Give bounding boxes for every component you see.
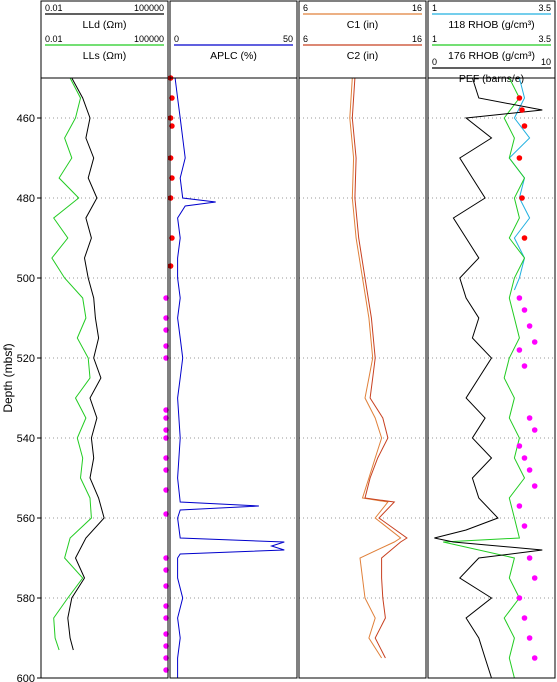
sample-marker <box>167 263 174 269</box>
sample-marker <box>516 347 523 353</box>
header-curve-name: 118 RHOB (g/cm³) <box>448 19 534 31</box>
curve-lls <box>51 77 92 651</box>
sample-marker <box>516 595 523 601</box>
sample-marker <box>531 655 538 661</box>
header-scale-max: 50 <box>283 34 293 44</box>
header-curve-name: 176 RHOB (g/cm³) <box>448 50 535 62</box>
header-scale-max: 3.5 <box>538 34 551 44</box>
header-scale-max: 100000 <box>134 3 164 13</box>
depth-tick-label: 580 <box>17 593 35 605</box>
sample-marker <box>167 155 174 161</box>
sample-marker <box>526 323 533 329</box>
sample-marker <box>521 615 528 621</box>
header-curve-name: C1 (in) <box>347 19 379 31</box>
track-frame <box>427 77 556 679</box>
header-box <box>169 0 298 79</box>
depth-tick-label: 540 <box>17 433 35 445</box>
header-scale-min: 0.01 <box>45 3 63 13</box>
sample-marker <box>531 575 538 581</box>
header-scale-max: 10 <box>541 57 551 67</box>
header-scale-min: 0.01 <box>45 34 63 44</box>
sample-marker <box>526 635 533 641</box>
curve-c1 <box>349 77 402 659</box>
sample-marker <box>516 503 523 509</box>
header-scale-min: 6 <box>303 34 308 44</box>
depth-axis: Depth (mbsf) 460 480 500 520 540 560 580 600 <box>1 113 41 682</box>
depth-tick-label: 600 <box>17 673 35 682</box>
sample-marker <box>516 95 523 101</box>
sample-marker <box>167 115 174 121</box>
header-scale-max: 100000 <box>134 34 164 44</box>
depth-tick-label: 560 <box>17 513 35 525</box>
track-frame <box>40 77 169 679</box>
track-frame <box>169 77 298 679</box>
sample-marker <box>516 295 523 301</box>
header-scale-min: 6 <box>303 3 308 13</box>
sample-marker <box>521 123 528 129</box>
header-scale-max: 16 <box>412 34 422 44</box>
depth-tick-label: 520 <box>17 353 35 365</box>
curve-118 <box>508 77 531 291</box>
header-scale-max: 3.5 <box>538 3 551 13</box>
header-curve-name: LLd (Ωm) <box>82 19 126 31</box>
header-scale-min: 1 <box>432 3 437 13</box>
sample-marker <box>526 415 533 421</box>
sample-marker <box>519 195 525 201</box>
sample-marker <box>167 195 174 201</box>
sample-marker <box>526 555 533 561</box>
sample-marker <box>521 235 528 241</box>
track-headers: 0.01 100000 LLd (Ωm) 0.01 100000 LLs (Ωm) 0 50 A… <box>45 3 551 85</box>
header-scale-max: 16 <box>412 3 422 13</box>
curve-aplc <box>174 77 285 678</box>
sample-marker <box>531 483 538 489</box>
header-scale-min: 0 <box>432 57 437 67</box>
header-box <box>298 0 427 79</box>
sample-marker <box>516 155 523 161</box>
depth-tick-label: 460 <box>17 113 35 125</box>
log-curves <box>51 77 543 679</box>
header-scale-min: 1 <box>432 34 437 44</box>
header-curve-name: APLC (%) <box>210 50 257 62</box>
sample-marker <box>526 467 533 473</box>
sample-marker <box>531 339 538 345</box>
sample-marker <box>521 307 528 313</box>
sample-marker <box>516 443 523 449</box>
depth-axis-label: Depth (mbsf) <box>1 343 15 412</box>
sample-marker <box>531 427 538 433</box>
sample-marker <box>521 363 528 369</box>
curve-176 <box>443 77 526 679</box>
sample-marker <box>521 455 528 461</box>
sample-marker <box>519 107 525 113</box>
header-box <box>427 0 556 79</box>
header-scale-min: 0 <box>174 34 179 44</box>
curve-c2 <box>351 77 408 659</box>
header-curve-name: PEF (barns/e) <box>459 73 524 85</box>
track-frames <box>40 0 556 679</box>
sample-marker <box>521 523 528 529</box>
header-curve-name: C2 (in) <box>347 50 379 62</box>
depth-tick-label: 480 <box>17 193 35 205</box>
curve-pef <box>434 77 543 679</box>
curve-lld <box>67 77 105 651</box>
header-curve-name: LLs (Ωm) <box>83 50 126 62</box>
track-frame <box>298 77 427 679</box>
depth-tick-label: 500 <box>17 273 35 285</box>
